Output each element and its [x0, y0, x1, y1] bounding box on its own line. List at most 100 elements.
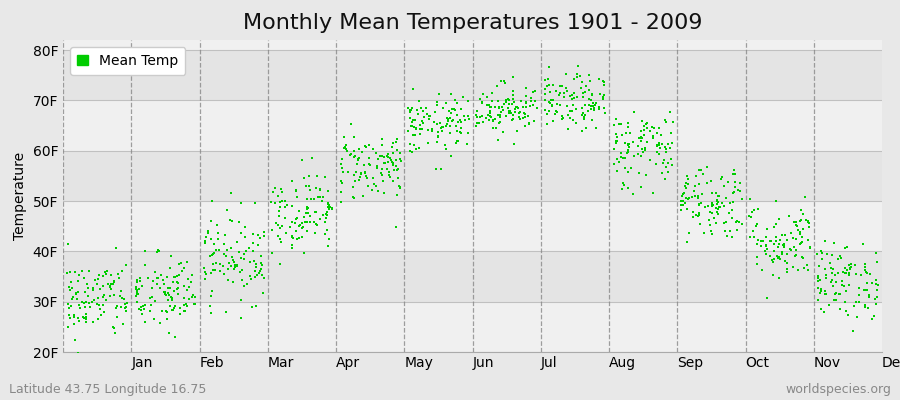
Point: [382, 159, 396, 165]
Point: [652, 125, 667, 132]
Point: [731, 187, 745, 194]
Point: [103, 282, 117, 289]
Point: [751, 237, 765, 243]
Point: [870, 287, 885, 293]
Point: [824, 252, 839, 258]
Point: [158, 290, 172, 297]
Point: [582, 86, 597, 93]
Point: [826, 265, 841, 272]
Point: [79, 281, 94, 288]
Point: [514, 98, 528, 104]
Point: [727, 189, 742, 196]
Point: [490, 83, 504, 90]
Point: [393, 184, 408, 191]
Point: [96, 302, 111, 308]
Point: [577, 116, 591, 122]
Point: [814, 250, 829, 256]
Point: [179, 300, 194, 307]
Point: [445, 106, 459, 112]
Point: [454, 130, 468, 136]
Point: [83, 304, 97, 310]
Point: [96, 273, 111, 279]
Point: [384, 157, 399, 164]
Point: [538, 90, 553, 97]
Point: [517, 110, 531, 116]
Point: [624, 164, 638, 171]
Point: [858, 286, 872, 293]
Point: [502, 101, 517, 107]
Point: [859, 304, 873, 310]
Point: [234, 296, 248, 303]
Point: [310, 220, 324, 227]
Point: [374, 153, 389, 160]
Point: [499, 98, 513, 105]
Point: [197, 238, 211, 244]
Point: [760, 226, 775, 232]
Point: [570, 74, 584, 80]
Point: [181, 276, 195, 282]
Point: [457, 112, 472, 119]
Point: [801, 218, 815, 224]
Point: [67, 314, 81, 320]
Point: [434, 166, 448, 172]
Point: [130, 279, 144, 285]
Point: [488, 104, 502, 110]
Point: [382, 171, 396, 178]
Point: [65, 296, 79, 302]
Bar: [63, 50, 882, 100]
Point: [843, 261, 858, 267]
Point: [310, 193, 325, 200]
Point: [796, 210, 810, 217]
Y-axis label: Temperature: Temperature: [13, 152, 27, 240]
Point: [714, 176, 728, 183]
Point: [728, 171, 742, 178]
Point: [705, 200, 719, 206]
Point: [803, 244, 817, 250]
Point: [107, 330, 122, 336]
Point: [285, 218, 300, 225]
Point: [578, 89, 592, 95]
Point: [802, 220, 816, 226]
Point: [387, 166, 401, 173]
Point: [377, 160, 392, 166]
Point: [406, 116, 420, 123]
Point: [575, 112, 590, 118]
Point: [645, 190, 660, 196]
Point: [135, 311, 149, 318]
Point: [65, 285, 79, 292]
Point: [174, 260, 188, 266]
Point: [69, 296, 84, 302]
Point: [316, 194, 330, 200]
Point: [130, 277, 145, 284]
Point: [157, 281, 171, 287]
Point: [243, 258, 257, 265]
Point: [526, 102, 541, 108]
Point: [110, 303, 124, 310]
Point: [386, 178, 400, 184]
Point: [323, 204, 338, 210]
Point: [553, 102, 567, 108]
Point: [431, 132, 446, 139]
Point: [166, 304, 181, 311]
Point: [135, 283, 149, 289]
Point: [445, 117, 459, 124]
Point: [574, 84, 589, 91]
Point: [273, 225, 287, 232]
Point: [96, 309, 111, 316]
Point: [584, 102, 598, 109]
Point: [529, 104, 544, 111]
Point: [813, 277, 827, 283]
Point: [294, 220, 309, 227]
Point: [575, 128, 590, 134]
Point: [788, 219, 803, 225]
Point: [675, 193, 689, 199]
Point: [842, 282, 856, 288]
Point: [248, 267, 263, 274]
Point: [614, 154, 628, 160]
Point: [609, 116, 624, 122]
Point: [772, 216, 787, 222]
Point: [584, 91, 598, 98]
Point: [698, 204, 712, 210]
Point: [585, 116, 599, 123]
Point: [199, 271, 213, 277]
